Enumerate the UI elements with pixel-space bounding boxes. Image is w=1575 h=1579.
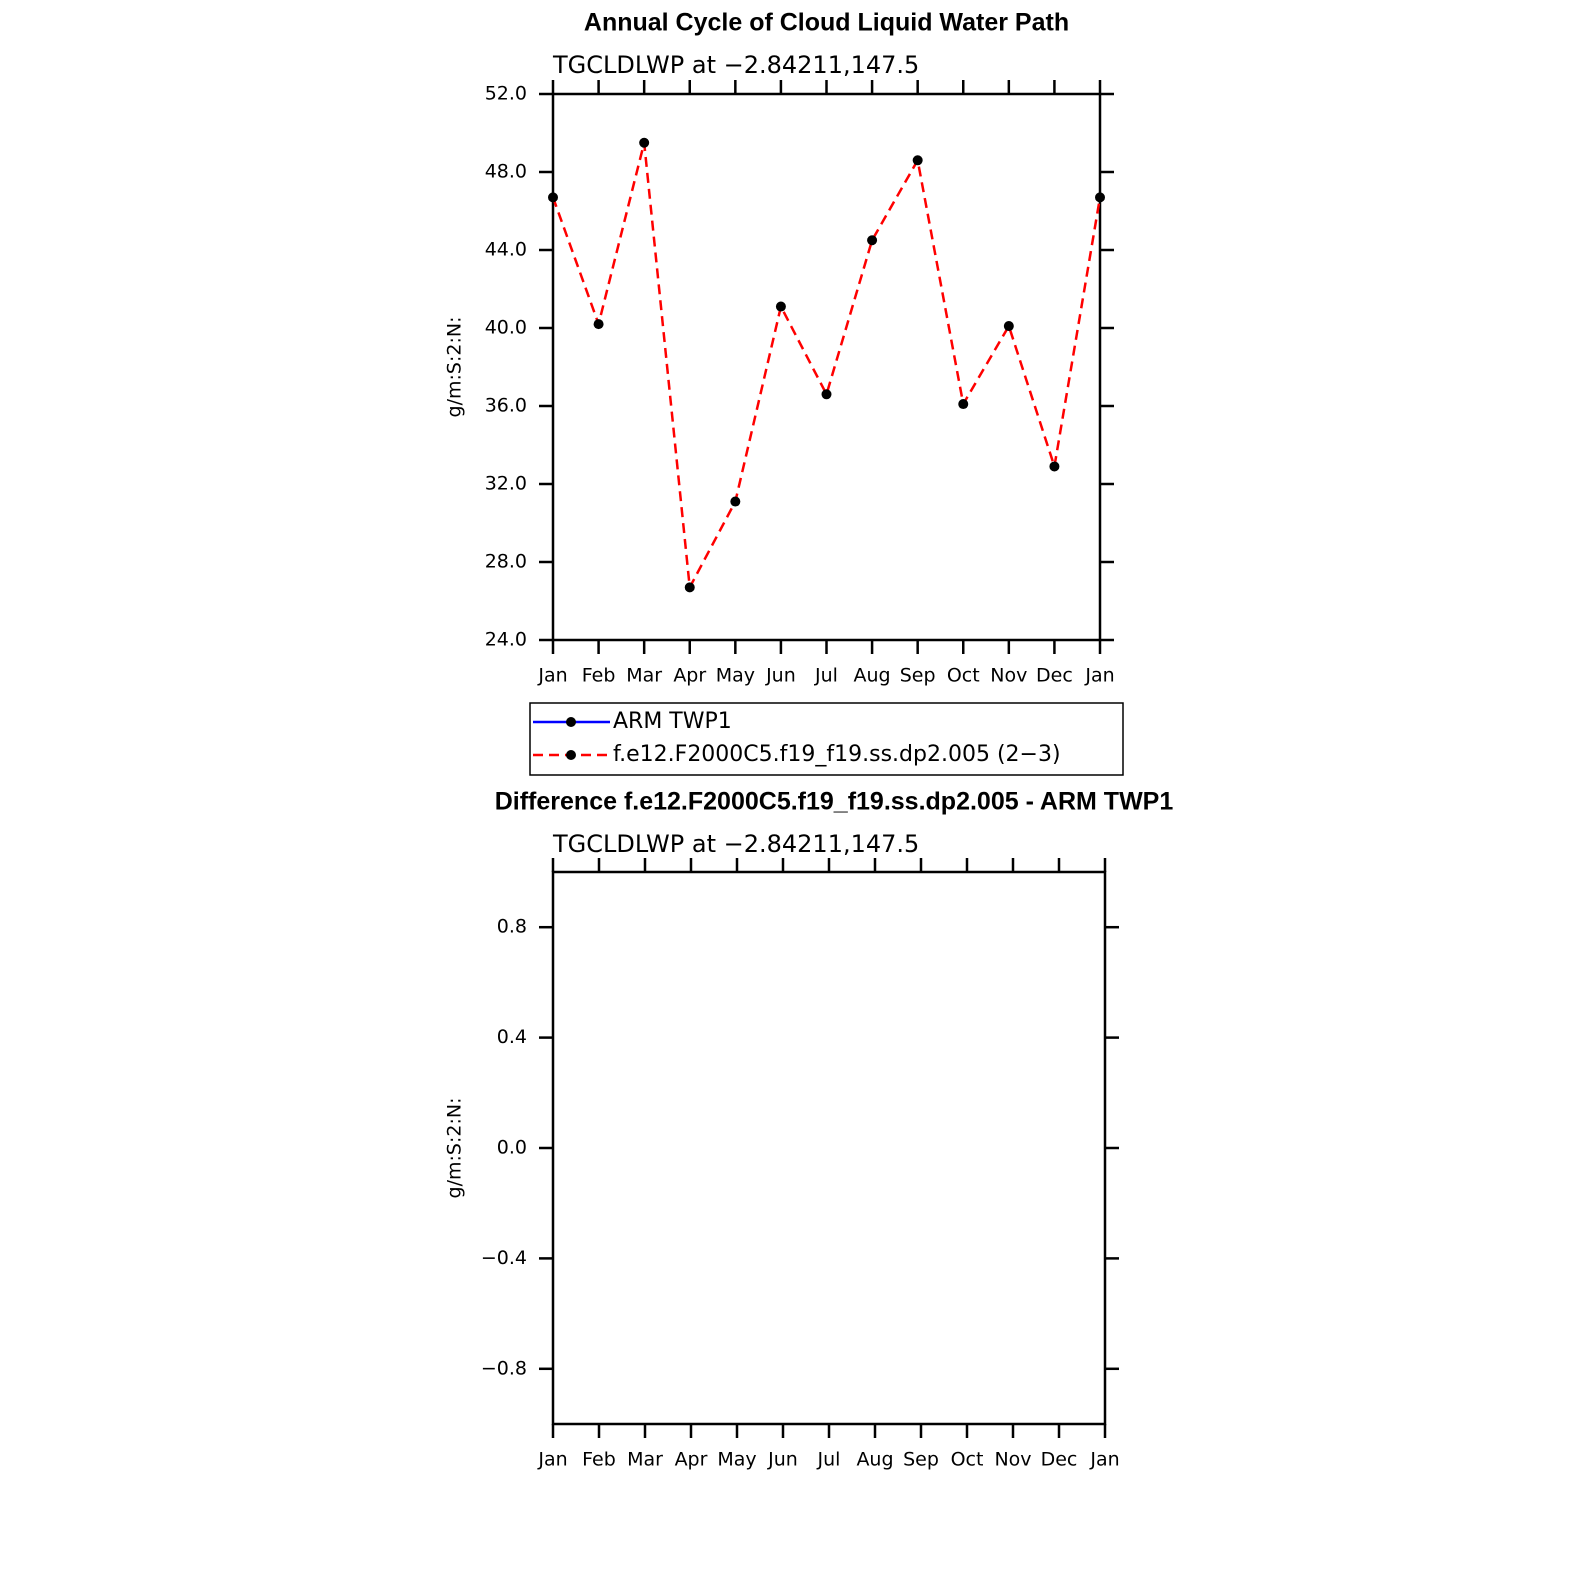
data-point	[684, 582, 695, 593]
legend-label: f.e12.F2000C5.f19_f19.ss.dp2.005 (2−3)	[613, 742, 1061, 767]
x-tick-label: Aug	[854, 665, 891, 687]
y-tick-label: 52.0	[485, 83, 527, 105]
legend-box	[529, 702, 1124, 776]
data-point	[1095, 192, 1105, 203]
x-tick-label: Oct	[951, 1449, 984, 1471]
y-axis-label: g/m:S:2:N:	[444, 317, 466, 418]
x-tick-label: Jan	[1089, 1449, 1119, 1471]
x-tick-label: Dec	[1036, 665, 1073, 687]
series-line	[551, 142, 1102, 592]
x-tick-label: Apr	[675, 1449, 708, 1471]
legend-marker	[566, 750, 576, 760]
data-point	[593, 319, 604, 330]
legend-marker	[566, 717, 576, 727]
subtitle: TGCLDLWP at −2.84211,147.5	[552, 51, 919, 79]
x-tick-label: Aug	[856, 1449, 893, 1471]
y-tick-label: 36.0	[485, 395, 527, 417]
x-tick-label: Feb	[582, 1449, 616, 1471]
data-point	[1003, 321, 1014, 332]
y-tick-label: −0.8	[481, 1357, 527, 1379]
x-tick-label: Nov	[990, 665, 1027, 687]
chart-title: Difference f.e12.F2000C5.f19_f19.ss.dp2.…	[495, 788, 1174, 816]
x-tick-label: May	[716, 665, 755, 687]
y-tick-label: 32.0	[485, 473, 527, 495]
x-tick-label: Jul	[817, 1449, 841, 1471]
x-tick-label: Oct	[947, 665, 980, 687]
chart-title: Annual Cycle of Cloud Liquid Water Path	[584, 9, 1069, 37]
data-point	[912, 155, 923, 166]
x-tick-label: Dec	[1041, 1449, 1078, 1471]
y-axis-label: g/m:S:2:N:	[444, 1098, 466, 1199]
data-point	[775, 301, 786, 312]
y-tick-label: 40.0	[485, 317, 527, 339]
y-tick-label: 28.0	[485, 551, 527, 573]
y-tick-label: 24.0	[485, 629, 527, 651]
y-tick-label: −0.4	[481, 1247, 527, 1269]
y-tick-label: 44.0	[485, 239, 527, 261]
plot-frame	[551, 870, 1107, 1426]
x-tick-label: Jan	[537, 1449, 567, 1471]
x-tick-label: Jun	[767, 1449, 798, 1471]
legend-label: ARM TWP1	[613, 709, 732, 734]
data-point	[548, 192, 558, 203]
y-tick-label: 0.8	[497, 916, 527, 938]
data-point	[958, 399, 969, 410]
x-tick-label: Jan	[537, 665, 567, 687]
x-tick-label: Jan	[1084, 665, 1114, 687]
x-tick-label: Feb	[582, 665, 616, 687]
y-tick-label: 0.0	[497, 1137, 527, 1159]
data-point	[1049, 461, 1060, 472]
subtitle: TGCLDLWP at −2.84211,147.5	[552, 830, 919, 858]
data-point	[821, 389, 832, 400]
x-tick-label: Sep	[903, 1449, 939, 1471]
y-tick-label: 48.0	[485, 161, 527, 183]
x-tick-label: Sep	[900, 665, 936, 687]
x-tick-label: Mar	[627, 1449, 663, 1471]
x-tick-label: Mar	[626, 665, 662, 687]
x-tick-label: Nov	[994, 1449, 1031, 1471]
x-tick-label: Jun	[765, 665, 796, 687]
data-point	[730, 496, 741, 507]
x-tick-label: May	[717, 1449, 756, 1471]
x-tick-label: Apr	[673, 665, 706, 687]
data-point	[867, 235, 878, 246]
y-tick-label: 0.4	[497, 1026, 527, 1048]
x-tick-label: Jul	[814, 665, 838, 687]
data-point	[639, 137, 650, 148]
plot-frame	[551, 92, 1102, 642]
